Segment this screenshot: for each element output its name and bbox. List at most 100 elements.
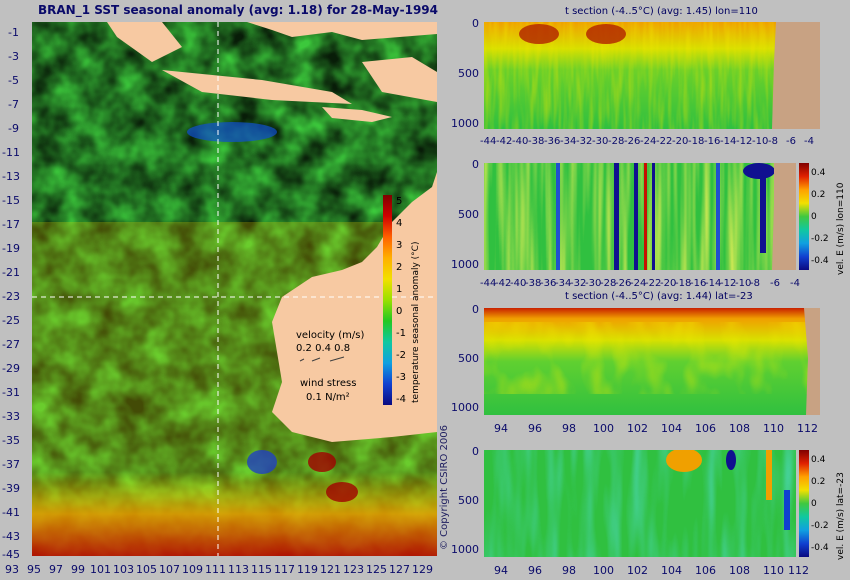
lon-tick: 117 [274, 563, 295, 576]
x-tick: -14 [720, 136, 737, 147]
y-tick: 0 [472, 303, 479, 316]
lon-tick: 113 [228, 563, 249, 576]
lat-tick: -13 [2, 170, 20, 183]
panel3-plot [484, 308, 820, 415]
y-tick: 500 [458, 352, 479, 365]
x-tick: -40 [512, 136, 529, 147]
panel2-colorbar-label: vel. E (m/s) lon=110 [836, 182, 846, 275]
lat-tick: -37 [2, 458, 20, 471]
lon-tick: 127 [389, 563, 410, 576]
lat-tick: -29 [2, 362, 20, 375]
sst-anomaly-map [32, 22, 437, 556]
lon-tick: 95 [27, 563, 41, 576]
x-tick: -6 [786, 136, 796, 147]
velocity-arrows-icon [299, 356, 345, 362]
lat-tick: -1 [8, 26, 19, 39]
x-tick: -18 [675, 278, 692, 289]
x-tick: -42 [496, 136, 513, 147]
lat-tick: -33 [2, 410, 20, 423]
map-lon-ticks: 93 95 97 99 101 103 105 107 109 111 113 … [0, 563, 440, 578]
x-tick: -34 [555, 278, 572, 289]
cbar-tick: 2 [396, 262, 403, 273]
y-tick: 500 [458, 208, 479, 221]
cbar-tick: 0.4 [811, 455, 826, 465]
x-tick: -26 [615, 278, 632, 289]
panel4-colorbar-label: vel. E (m/s) lat=-23 [836, 472, 846, 560]
x-tick: 104 [661, 422, 682, 435]
lat-tick: -27 [2, 338, 20, 351]
lon-tick: 99 [71, 563, 85, 576]
lon-tick: 97 [49, 563, 63, 576]
lat-tick: -21 [2, 266, 20, 279]
cbar-tick: 0.4 [811, 168, 826, 178]
x-tick: -32 [576, 136, 593, 147]
x-tick: 94 [494, 564, 508, 577]
cbar-tick: -3 [396, 372, 406, 383]
x-tick: 108 [729, 564, 750, 577]
x-tick: -32 [570, 278, 587, 289]
x-tick: -44 [480, 136, 497, 147]
x-tick: 96 [528, 422, 542, 435]
y-tick: 500 [458, 494, 479, 507]
x-tick: 102 [627, 564, 648, 577]
x-tick: 104 [661, 564, 682, 577]
cbar-tick: -4 [396, 394, 406, 405]
y-tick: 0 [472, 158, 479, 171]
lat-tick: -25 [2, 314, 20, 327]
x-tick: -42 [495, 278, 512, 289]
x-tick: -38 [528, 136, 545, 147]
x-tick: -4 [790, 278, 800, 289]
x-tick: 106 [695, 422, 716, 435]
x-tick: -36 [540, 278, 557, 289]
lat-tick: -11 [2, 146, 20, 159]
lon-tick: 105 [136, 563, 157, 576]
lat-tick: -17 [2, 218, 20, 231]
x-tick: -8 [768, 136, 778, 147]
x-tick: 108 [729, 422, 750, 435]
lon-tick: 123 [343, 563, 364, 576]
panel3-x-ticks: 94 96 98 100 102 104 106 108 110 112 [494, 422, 824, 436]
x-tick: -28 [600, 278, 617, 289]
x-tick: -30 [585, 278, 602, 289]
panel1-plot [484, 22, 820, 129]
lon-tick: 101 [90, 563, 111, 576]
cbar-tick: 0 [811, 499, 817, 509]
y-tick: 1000 [451, 401, 479, 414]
x-tick: 98 [562, 564, 576, 577]
cbar-tick: -0.4 [811, 543, 829, 553]
x-tick: -14 [705, 278, 722, 289]
x-tick: -22 [656, 136, 673, 147]
map-title: BRAN_1 SST seasonal anomaly (avg: 1.18) … [38, 3, 439, 17]
y-tick: 1000 [451, 543, 479, 556]
x-tick: 110 [763, 564, 784, 577]
lat-tick: -5 [8, 74, 19, 87]
lon-tick: 109 [182, 563, 203, 576]
x-tick: -16 [704, 136, 721, 147]
x-tick: -10 [752, 136, 769, 147]
panel4-colorbar [799, 450, 809, 557]
lat-tick: -9 [8, 122, 19, 135]
lat-tick: -35 [2, 434, 20, 447]
cbar-tick: -2 [396, 350, 406, 361]
x-tick: -12 [736, 136, 753, 147]
x-tick: -38 [525, 278, 542, 289]
wind-legend-value: 0.1 N/m² [306, 392, 350, 403]
x-tick: 94 [494, 422, 508, 435]
x-tick: 98 [562, 422, 576, 435]
panel1-land [772, 22, 820, 129]
lon-tick: 115 [251, 563, 272, 576]
cbar-tick: 3 [396, 240, 403, 251]
lon-tick: 121 [320, 563, 341, 576]
x-tick: -28 [608, 136, 625, 147]
x-tick: -18 [688, 136, 705, 147]
x-tick: -24 [630, 278, 647, 289]
lat-tick: -41 [2, 506, 20, 519]
lat-tick: -15 [2, 194, 20, 207]
cbar-tick: 0 [396, 306, 403, 317]
x-tick: -16 [690, 278, 707, 289]
cbar-tick: -0.2 [811, 521, 829, 531]
velocity-legend-values: 0.2 0.4 0.8 [296, 343, 351, 354]
x-tick: -20 [660, 278, 677, 289]
y-tick: 1000 [451, 258, 479, 271]
map-plot [32, 22, 437, 556]
